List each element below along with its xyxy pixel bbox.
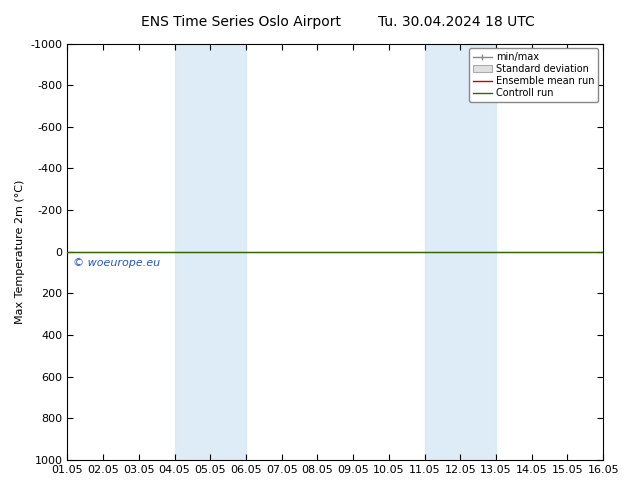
Legend: min/max, Standard deviation, Ensemble mean run, Controll run: min/max, Standard deviation, Ensemble me…	[469, 49, 598, 102]
Bar	[174, 44, 246, 460]
Bar	[425, 44, 496, 460]
Y-axis label: Max Temperature 2m (°C): Max Temperature 2m (°C)	[15, 180, 25, 324]
Text: ENS Time Series Oslo Airport: ENS Time Series Oslo Airport	[141, 15, 341, 29]
Text: © woeurope.eu: © woeurope.eu	[73, 258, 160, 268]
Text: Tu. 30.04.2024 18 UTC: Tu. 30.04.2024 18 UTC	[378, 15, 535, 29]
